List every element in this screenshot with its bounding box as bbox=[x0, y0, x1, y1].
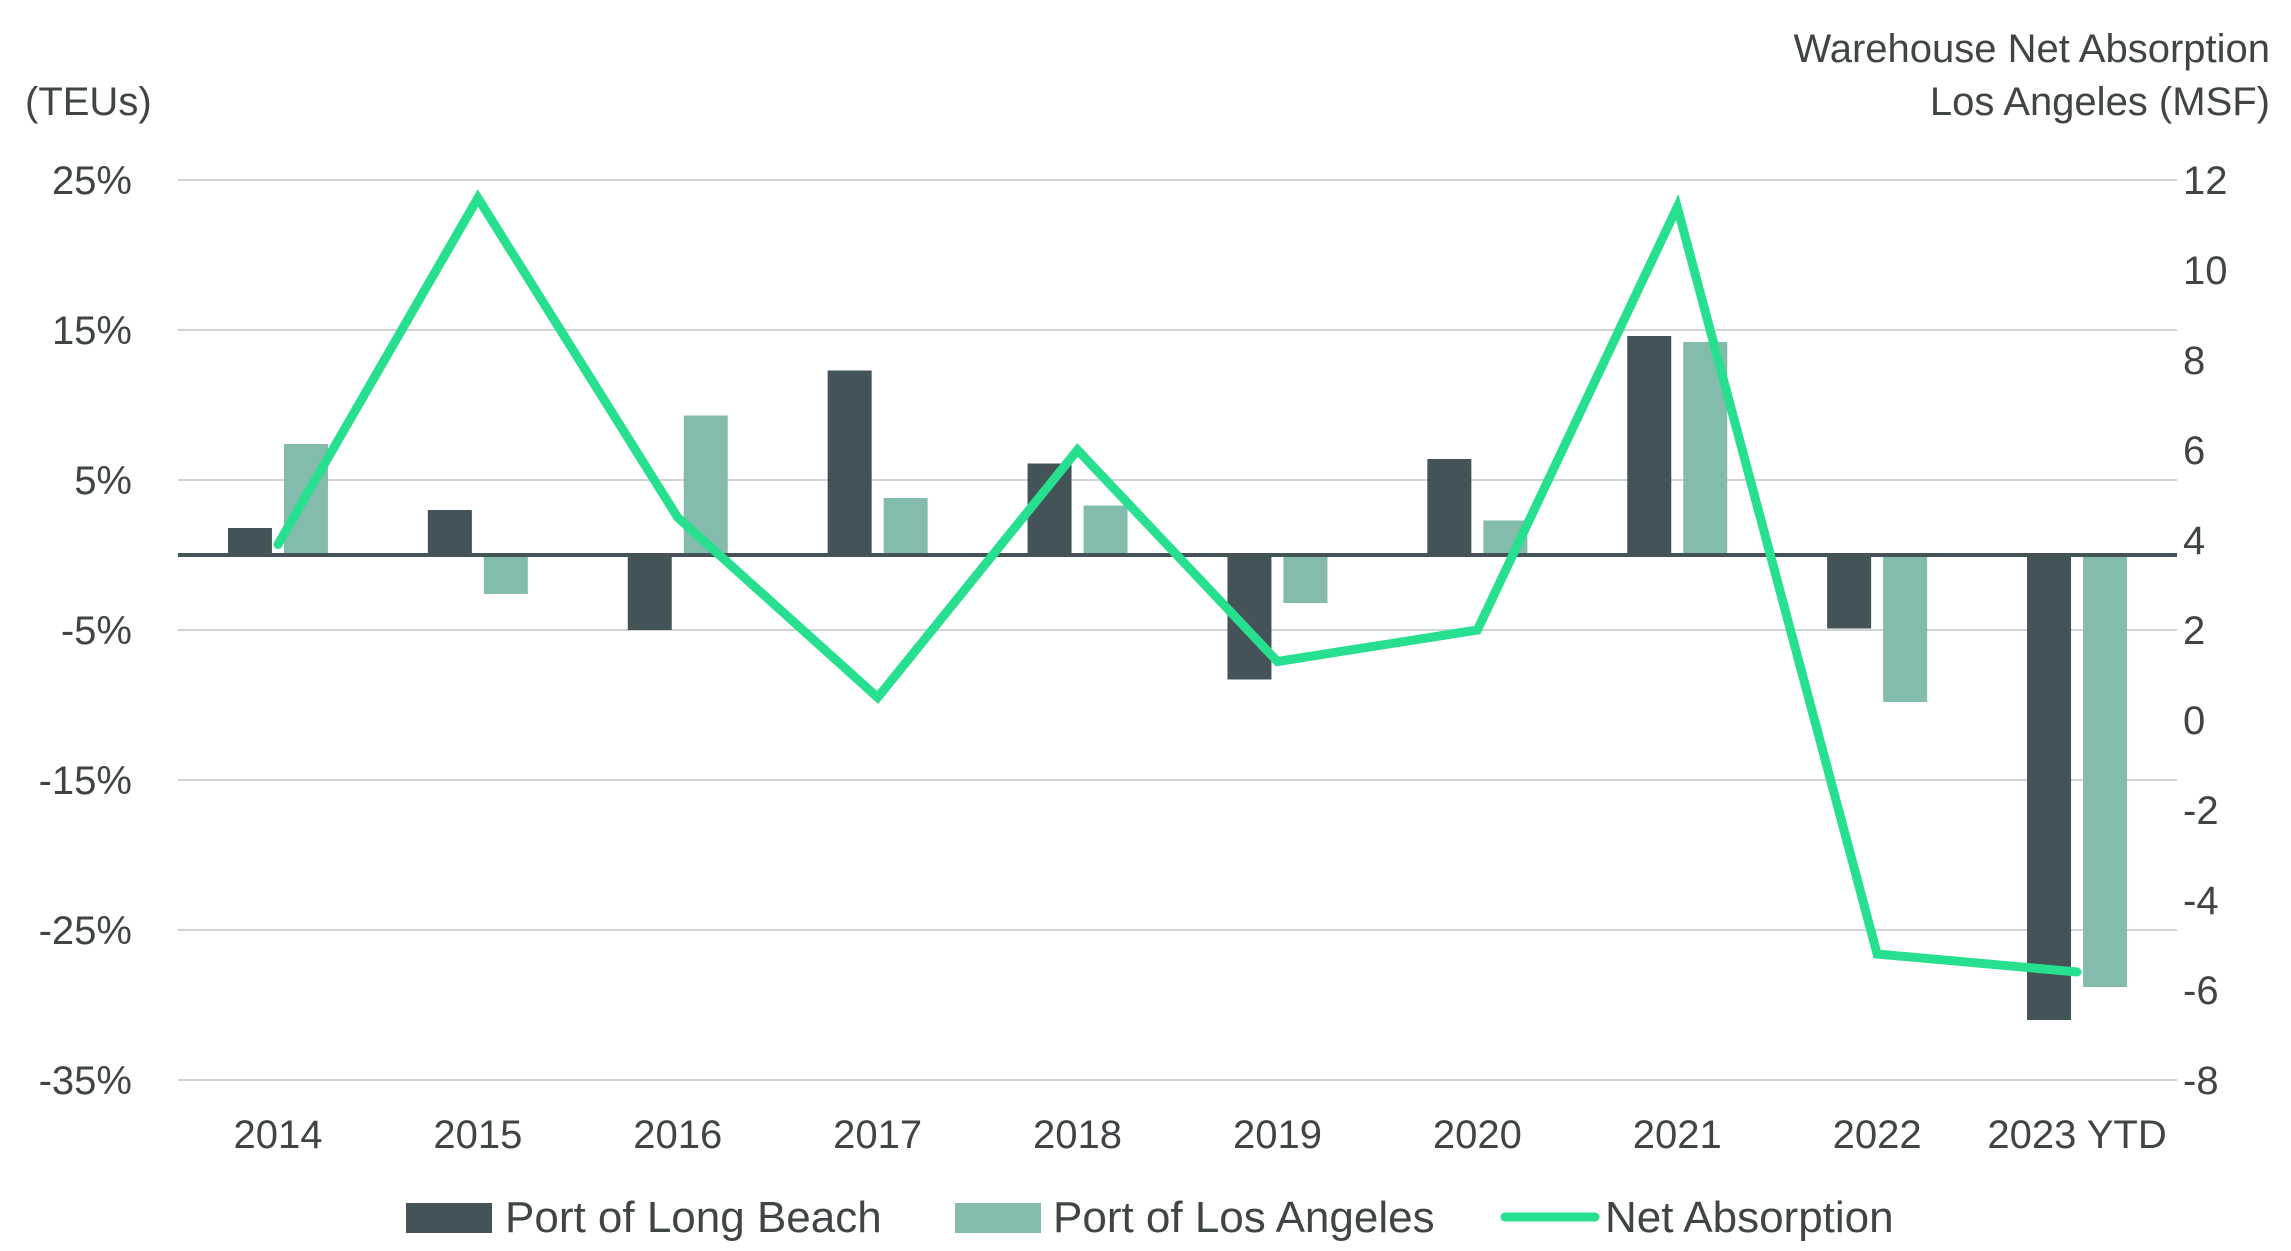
x-tick-label: 2016 bbox=[633, 1113, 722, 1157]
net-absorption-point-2014 bbox=[276, 543, 279, 546]
legend-label-long-beach: Port of Long Beach bbox=[505, 1193, 882, 1242]
net-absorption-point-2016 bbox=[676, 516, 679, 519]
left-tick-label: 15% bbox=[52, 309, 132, 353]
bar-long-beach-2016 bbox=[627, 555, 672, 630]
x-tick-label: 2017 bbox=[833, 1113, 922, 1157]
right-axis-ticks: 12 10 8 6 4 2 0 -2 -4 -6 -8 bbox=[2183, 159, 2228, 1103]
legend: Port of Long Beach Port of Los Angeles N… bbox=[406, 1193, 1894, 1242]
bar-long-beach-2022 bbox=[1827, 555, 1872, 629]
right-tick-label: 12 bbox=[2183, 159, 2228, 203]
bar-long-beach-2014 bbox=[227, 528, 272, 555]
bar-los-angeles-2019 bbox=[1283, 555, 1328, 603]
net-absorption-point-2023-ytd bbox=[2076, 971, 2079, 973]
right-tick-label: -4 bbox=[2183, 879, 2219, 923]
x-tick-label: 2023 YTD bbox=[1987, 1113, 2166, 1157]
right-axis-title-line2: Los Angeles (MSF) bbox=[1930, 80, 2270, 124]
bar-los-angeles-2015 bbox=[483, 555, 528, 594]
legend-label-net-absorption: Net Absorption bbox=[1605, 1193, 1894, 1242]
bar-long-beach-2015 bbox=[427, 510, 472, 555]
net-absorption-line-group bbox=[273, 189, 2082, 977]
bar-long-beach-2021 bbox=[1627, 336, 1672, 555]
bar-long-beach-2020 bbox=[1427, 459, 1472, 555]
net-absorption-point-2018 bbox=[1076, 449, 1079, 451]
net-absorption-line bbox=[273, 189, 2082, 977]
right-axis-title-line1: Warehouse Net Absorption bbox=[1793, 27, 2270, 71]
x-tick-label: 2014 bbox=[233, 1113, 322, 1157]
right-tick-label: 6 bbox=[2183, 429, 2205, 473]
right-tick-label: -6 bbox=[2183, 969, 2219, 1013]
right-tick-label: 10 bbox=[2183, 249, 2228, 293]
left-tick-label: -35% bbox=[39, 1059, 132, 1103]
bar-long-beach-2023-ytd bbox=[2027, 555, 2072, 1020]
bar-long-beach-2017 bbox=[827, 370, 872, 555]
legend-label-los-angeles: Port of Los Angeles bbox=[1053, 1193, 1435, 1242]
x-tick-label: 2021 bbox=[1633, 1113, 1722, 1157]
right-tick-label: -2 bbox=[2183, 789, 2219, 833]
net-absorption-point-2019 bbox=[1276, 660, 1279, 663]
x-tick-label: 2022 bbox=[1833, 1113, 1922, 1157]
net-absorption-point-2022 bbox=[1876, 953, 1879, 955]
net-absorption-point-2017 bbox=[876, 696, 879, 699]
left-tick-label: 5% bbox=[74, 459, 132, 503]
x-tick-label: 2015 bbox=[433, 1113, 522, 1157]
x-axis-ticks: 2014 2015 2016 2017 2018 2019 2020 2021 2022 2023… bbox=[233, 1113, 2166, 1157]
net-absorption-point-2015 bbox=[476, 197, 479, 199]
right-tick-label: -8 bbox=[2183, 1059, 2219, 1103]
net-absorption-point-2021 bbox=[1676, 206, 1679, 208]
x-tick-label: 2019 bbox=[1233, 1113, 1322, 1157]
left-tick-label: 25% bbox=[52, 159, 132, 203]
right-tick-label: 8 bbox=[2183, 339, 2205, 383]
left-axis-title: (TEUs) bbox=[25, 80, 152, 124]
bar-los-angeles-2017 bbox=[883, 498, 928, 555]
x-tick-label: 2020 bbox=[1433, 1113, 1522, 1157]
gridlines bbox=[178, 179, 2177, 1081]
right-tick-label: 4 bbox=[2183, 519, 2205, 563]
left-tick-label: -25% bbox=[39, 909, 132, 953]
net-absorption-point-2020 bbox=[1476, 629, 1479, 631]
left-tick-label: -15% bbox=[39, 759, 132, 803]
right-tick-label: 2 bbox=[2183, 609, 2205, 653]
x-tick-label: 2018 bbox=[1033, 1113, 1122, 1157]
left-tick-label: -5% bbox=[61, 609, 132, 653]
right-tick-label: 0 bbox=[2183, 699, 2205, 743]
bar-los-angeles-2023-ytd bbox=[2083, 555, 2128, 987]
bar-los-angeles-2018 bbox=[1083, 505, 1128, 555]
bar-los-angeles-2022 bbox=[1883, 555, 1928, 702]
legend-swatch-los-angeles bbox=[955, 1203, 1041, 1233]
left-axis-ticks: 25% 15% 5% -5% -15% -25% -35% bbox=[39, 159, 132, 1103]
bars bbox=[227, 336, 2128, 1020]
legend-swatch-long-beach bbox=[406, 1203, 492, 1233]
